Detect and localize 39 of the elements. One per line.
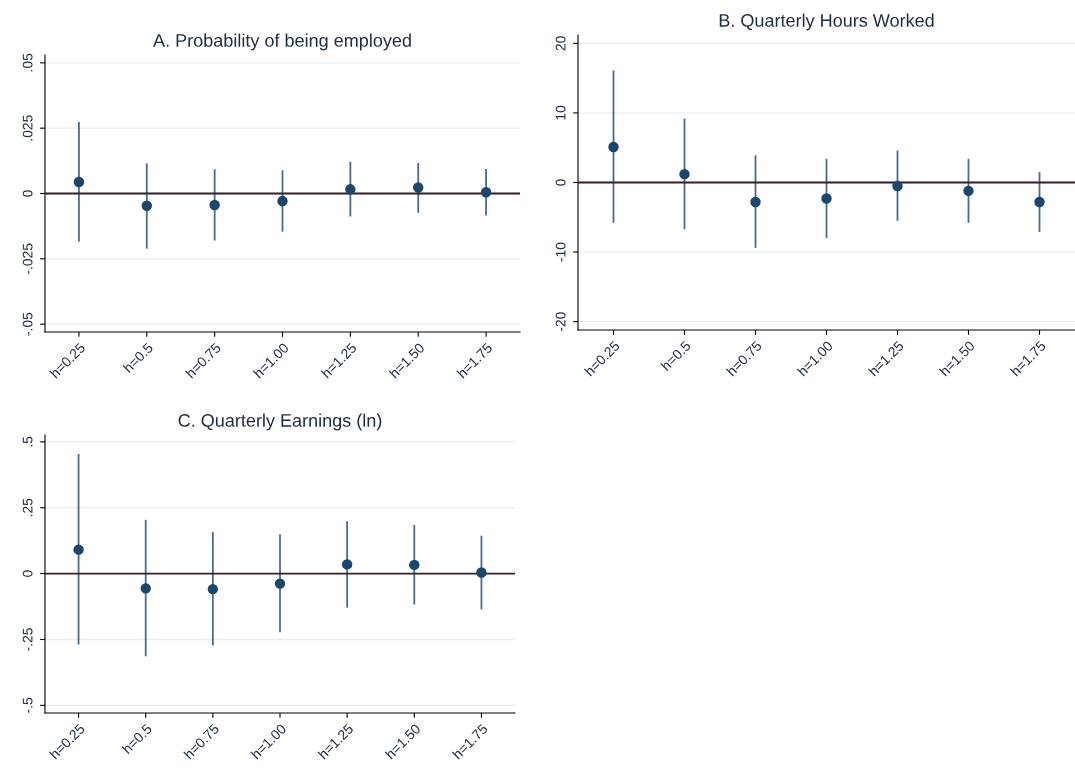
y-tick-label: .05 <box>22 53 33 72</box>
point <box>345 184 356 195</box>
point <box>141 200 152 211</box>
y-tick-label: .25 <box>22 498 33 517</box>
point <box>608 141 619 153</box>
point <box>341 559 353 570</box>
point <box>821 193 832 204</box>
chart-title: A. Probability of being employed <box>153 33 411 51</box>
point <box>480 186 492 198</box>
point <box>1034 196 1045 208</box>
chart-title: B. Quarterly Hours Worked <box>719 13 934 31</box>
point <box>274 578 286 589</box>
point <box>73 176 85 188</box>
y-tick-label: 0 <box>555 179 566 186</box>
point <box>750 196 761 208</box>
y-tick-label: 0 <box>22 570 33 577</box>
y-tick-label: -.5 <box>22 697 33 713</box>
point <box>209 199 220 211</box>
point <box>207 583 219 595</box>
y-tick-label: -10 <box>555 242 566 262</box>
y-tick-label: -.25 <box>22 628 33 651</box>
point <box>140 583 151 594</box>
y-tick-label: .025 <box>22 115 33 141</box>
point <box>892 180 903 192</box>
y-tick-label: 10 <box>555 105 566 120</box>
point <box>476 567 487 578</box>
y-tick-label: 20 <box>555 36 566 51</box>
y-tick-label: 0 <box>22 190 33 197</box>
point <box>409 559 420 571</box>
point <box>679 168 690 180</box>
point <box>963 185 974 197</box>
point <box>73 544 84 555</box>
y-tick-label: -.05 <box>22 312 33 336</box>
y-tick-label: .5 <box>22 436 33 447</box>
point <box>413 182 424 193</box>
y-tick-label: -20 <box>555 312 566 332</box>
y-tick-label: -.025 <box>22 243 33 275</box>
chart-title: C. Quarterly Earnings (ln) <box>178 413 382 431</box>
point <box>277 195 288 207</box>
